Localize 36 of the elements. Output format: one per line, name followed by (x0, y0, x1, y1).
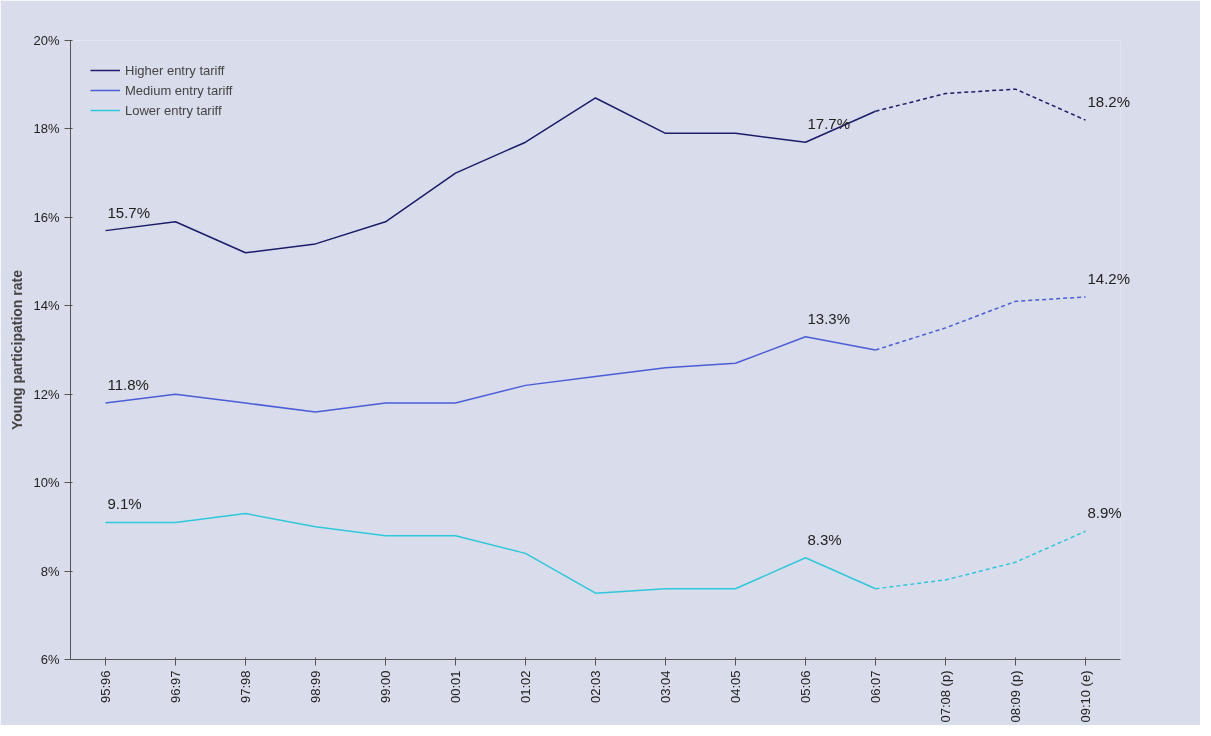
x-tick-label: 06:07 (868, 670, 883, 704)
y-tick-label: 10% (33, 475, 60, 491)
x-tick-label: 99:00 (378, 670, 393, 704)
data-label: 18.2% (1087, 93, 1131, 111)
data-label: 8.9% (1087, 504, 1122, 522)
legend-label: Higher entry tariff (125, 62, 225, 78)
y-tick-label: 18% (33, 121, 60, 137)
data-label: 9.1% (107, 495, 142, 513)
y-tick-label: 8% (40, 563, 60, 579)
x-tick-label: 00:01 (448, 670, 463, 704)
y-tick-label: 20% (33, 33, 60, 48)
x-tick-label: 01:02 (518, 670, 533, 704)
x-tick-label: 04:05 (728, 670, 743, 704)
x-tick-label: 96:97 (168, 670, 183, 704)
legend-label: Lower entry tariff (125, 102, 222, 118)
y-axis-title: Young participation rate (9, 269, 26, 430)
x-tick-label: 07:08 (p) (938, 670, 953, 723)
x-tick-label: 05:06 (798, 670, 813, 704)
data-label: 11.8% (107, 376, 149, 394)
data-label: 8.3% (807, 530, 842, 548)
x-tick-label: 08:09 (p) (1008, 670, 1023, 723)
y-tick-label: 14% (33, 298, 60, 314)
y-tick-label: 6% (40, 652, 60, 667)
data-label: 13.3% (807, 309, 851, 327)
data-label: 14.2% (1087, 269, 1131, 287)
x-tick-label: 03:04 (658, 670, 673, 704)
x-tick-label: 09:10 (e) (1078, 670, 1093, 723)
data-label: 17.7% (807, 115, 851, 133)
data-label: 15.7% (107, 203, 151, 221)
x-tick-label: 02:03 (588, 670, 603, 704)
x-tick-label: 95:96 (98, 670, 113, 704)
y-tick-label: 12% (33, 386, 60, 402)
legend-label: Medium entry tariff (125, 82, 233, 98)
y-tick-label: 16% (33, 209, 60, 225)
x-tick-label: 97:98 (238, 670, 253, 704)
x-tick-label: 98:99 (308, 670, 323, 704)
